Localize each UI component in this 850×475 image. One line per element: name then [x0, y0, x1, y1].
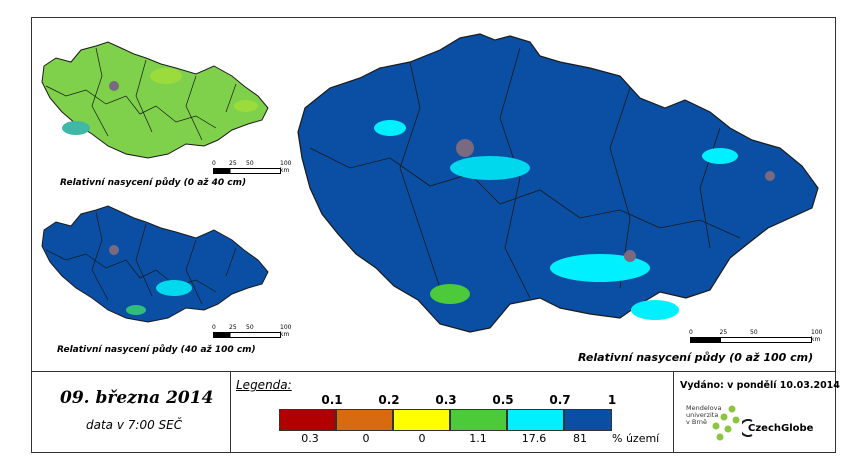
university-name: Mendelova univerzita v Brně	[686, 404, 722, 426]
issued-date: Vydáno: v pondělí 10.03.2014	[680, 380, 840, 391]
legend-percent: 0	[418, 432, 426, 445]
legend-threshold: 1	[607, 393, 617, 407]
caption-topsoil: Relativní nasycení půdy (0 až 40 cm)	[60, 178, 247, 188]
footer-divider-left	[230, 371, 231, 453]
scale-tick-label: 25	[229, 324, 237, 331]
legend-threshold: 0.7	[549, 393, 571, 407]
map-topsoil-small	[41, 41, 269, 159]
data-time: data v 7:00 SEČ	[86, 418, 183, 432]
scale-bar-main: 0 25 50 100 km	[689, 329, 822, 343]
scale-tick-label: 25	[719, 329, 728, 336]
scale-tick-label: 25	[229, 160, 237, 167]
legend-percent: 17.6	[521, 432, 547, 445]
legend-title: Legenda:	[236, 378, 292, 392]
footer-divider-right	[673, 371, 674, 453]
czechglobe-logo-icon	[742, 419, 753, 437]
scale-tick-label: 50	[750, 329, 758, 336]
map-main	[297, 33, 819, 333]
caption-subsoil: Relativní nasycení půdy (40 až 100 cm)	[57, 345, 256, 355]
scale-tick-label: 100 km	[811, 329, 823, 343]
legend-percent: 0.3	[301, 432, 319, 445]
legend-threshold: 0.5	[492, 393, 514, 407]
czechglobe-logo: CzechGlobe	[748, 423, 814, 434]
legend-swatch	[279, 409, 336, 431]
legend-swatch	[450, 409, 507, 431]
footer-divider	[31, 371, 836, 372]
legend-percent: 1.1	[469, 432, 487, 445]
university-logo-dots	[712, 405, 740, 441]
scale-tick-label: 50	[246, 160, 254, 167]
map-subsoil-small	[41, 205, 269, 323]
scale-tick-label: 50	[246, 324, 254, 331]
legend-swatch	[564, 409, 612, 431]
legend-threshold: 0.3	[435, 393, 457, 407]
legend-percent-unit: % území	[612, 432, 660, 445]
scale-tick-label: 100 km	[280, 160, 292, 174]
legend-swatch	[393, 409, 450, 431]
legend-threshold: 0.2	[378, 393, 400, 407]
scale-bar-top: 0 25 50 100 km	[212, 160, 291, 174]
forecast-date: 09. března 2014	[60, 388, 214, 408]
scale-bar-bottom: 0 25 50 100 km	[212, 324, 291, 338]
legend-swatch	[336, 409, 393, 431]
legend-swatch	[507, 409, 564, 431]
legend-threshold: 0.1	[321, 393, 343, 407]
scale-tick-label: 100 km	[280, 324, 292, 338]
legend-percent: 81	[573, 432, 587, 445]
scale-tick-label: 0	[212, 160, 216, 167]
legend-percent: 0	[362, 432, 370, 445]
caption-main: Relativní nasycení půdy (0 až 100 cm)	[578, 351, 814, 364]
scale-tick-label: 0	[689, 329, 693, 336]
scale-tick-label: 0	[212, 324, 216, 331]
